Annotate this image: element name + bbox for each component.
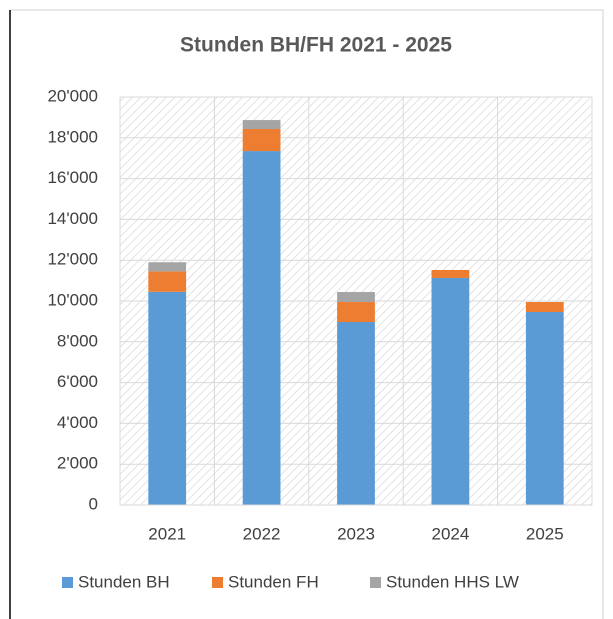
y-tick-label: 0: [89, 494, 98, 513]
legend-label: Stunden BH: [78, 572, 170, 591]
x-tick-label: 2022: [243, 524, 281, 543]
bar-segment: [242, 120, 281, 130]
bar-segment: [242, 151, 281, 505]
y-tick-label: 2'000: [57, 454, 98, 473]
bar-segment: [148, 271, 187, 292]
y-tick-label: 16'000: [47, 168, 98, 187]
y-tick-label: 18'000: [47, 127, 98, 146]
legend-swatch: [62, 577, 73, 588]
bar-segment: [431, 269, 470, 278]
bar-segment: [242, 129, 281, 152]
legend-label: Stunden HHS LW: [386, 572, 519, 591]
y-tick-label: 8'000: [57, 331, 98, 350]
bar-segment: [337, 292, 375, 303]
legend-swatch: [212, 577, 223, 588]
y-tick-label: 14'000: [47, 209, 98, 228]
bar-segment: [148, 291, 187, 505]
chart-title: Stunden BH/FH 2021 - 2025: [180, 34, 452, 57]
bar-segment: [148, 262, 187, 272]
legend-swatch: [370, 577, 381, 588]
y-tick-label: 4'000: [57, 413, 98, 432]
bar-segment: [525, 302, 564, 313]
x-tick-label: 2024: [431, 524, 469, 543]
y-tick-label: 12'000: [47, 250, 98, 269]
bar-segment: [337, 302, 375, 323]
y-tick-label: 10'000: [47, 290, 98, 309]
y-tick-label: 6'000: [57, 372, 98, 391]
x-tick-label: 2023: [337, 524, 375, 543]
legend-label: Stunden FH: [228, 572, 319, 591]
bar-segment: [431, 277, 470, 505]
x-tick-label: 2025: [526, 524, 564, 543]
x-tick-label: 2021: [148, 524, 186, 543]
y-tick-label: 20'000: [47, 86, 98, 105]
bar-segment: [337, 322, 375, 505]
bar-segment: [525, 312, 564, 505]
